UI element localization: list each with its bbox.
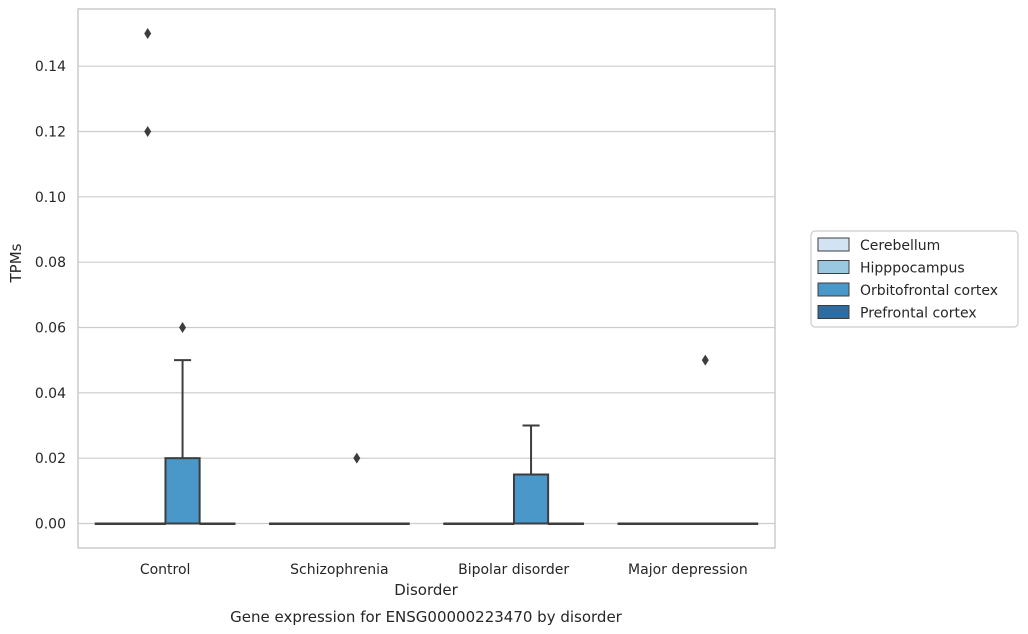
box-orbitofrontal-cortex	[687, 354, 724, 525]
box-cerebellum	[269, 522, 306, 525]
box-prefrontal-cortex	[722, 522, 759, 525]
outlier-point	[144, 126, 152, 137]
y-tick-label: 0.10	[35, 190, 66, 206]
outlier-point	[701, 354, 709, 366]
box-hipppocampus	[652, 522, 689, 525]
box-prefrontal-cortex	[373, 522, 410, 525]
y-tick-label: 0.00	[35, 517, 66, 533]
legend-frame	[810, 230, 1019, 328]
x-tick-label: Major depression	[628, 562, 748, 578]
outlier-point	[179, 322, 187, 333]
y-tick-label: 0.08	[35, 255, 66, 271]
chart-title: Gene expression for ENSG00000223470 by d…	[230, 608, 623, 626]
box-marks	[94, 28, 759, 525]
outlier-point	[353, 452, 361, 464]
x-axis-title: Disorder	[394, 581, 458, 599]
legend-swatch	[817, 237, 850, 252]
legend-label: Prefrontal cortex	[860, 306, 977, 322]
y-tick-label: 0.06	[35, 321, 66, 337]
box-orbitofrontal-cortex	[512, 424, 550, 525]
tick-labels: 0.00 0.02 0.04 0.06 0.08 0.10 0.12 0.14 Control S…	[35, 59, 748, 578]
box-hipppocampus	[129, 28, 166, 525]
box-hipppocampus	[478, 522, 515, 525]
box-orbitofrontal-cortex	[164, 322, 201, 525]
outlier-point	[144, 28, 152, 39]
x-tick-label: Bipolar disorder	[458, 562, 569, 578]
box-cerebellum	[443, 522, 480, 525]
box-prefrontal-cortex	[547, 522, 584, 525]
y-tick-label: 0.12	[35, 125, 66, 141]
plot-frame	[77, 8, 776, 549]
box-cerebellum	[94, 522, 131, 525]
box-hipppocampus	[303, 522, 341, 525]
box-body	[512, 473, 550, 525]
y-tick-label: 0.14	[35, 59, 66, 75]
box-orbitofrontal-cortex	[338, 452, 375, 525]
box-cerebellum	[617, 522, 654, 525]
legend: Cerebellum Hipppocampus Orbitofrontal cort…	[810, 230, 1019, 328]
x-tick-label: Control	[140, 562, 191, 578]
box-prefrontal-cortex	[199, 522, 236, 525]
legend-swatch	[817, 305, 850, 319]
legend-swatch	[817, 282, 850, 297]
y-tick-label: 0.02	[35, 451, 66, 467]
legend-label: Cerebellum	[860, 238, 940, 254]
box-body	[164, 457, 201, 525]
axes	[77, 8, 776, 549]
y-axis-title: TPMs	[7, 243, 25, 283]
legend-label: Hipppocampus	[860, 261, 965, 277]
x-tick-label: Schizophrenia	[290, 562, 388, 578]
y-tick-label: 0.04	[35, 386, 66, 402]
legend-label: Orbitofrontal cortex	[860, 283, 998, 299]
legend-swatch	[817, 260, 850, 274]
